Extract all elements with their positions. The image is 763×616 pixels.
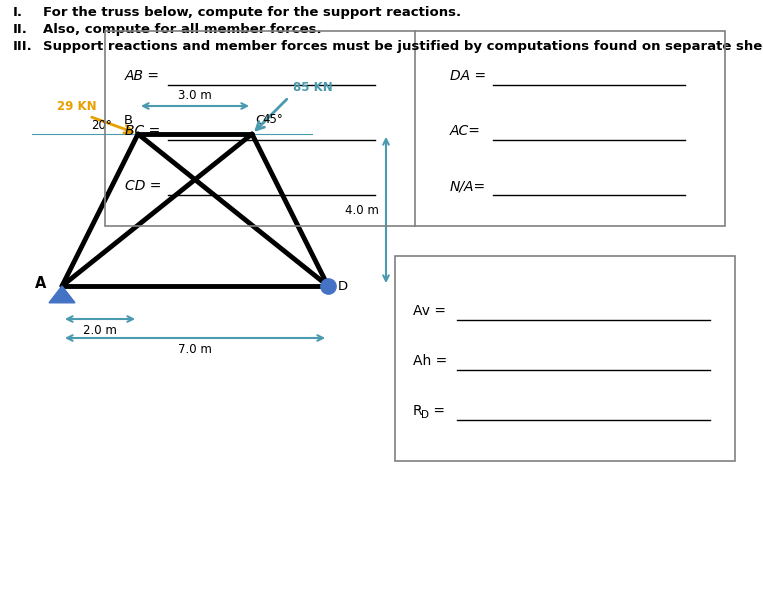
Text: 20°: 20° xyxy=(91,120,112,132)
Bar xyxy=(105,31,725,226)
Text: 29 KN: 29 KN xyxy=(57,100,97,113)
Text: Support reactions and member forces must be justified by computations found on s: Support reactions and member forces must… xyxy=(43,40,763,53)
Text: 45°: 45° xyxy=(262,113,283,126)
Text: AC=: AC= xyxy=(450,124,481,138)
Text: II.: II. xyxy=(13,23,28,36)
Polygon shape xyxy=(49,286,75,303)
Text: 2.0 m: 2.0 m xyxy=(83,324,117,337)
Text: C: C xyxy=(255,114,264,127)
Text: 4.0 m: 4.0 m xyxy=(345,203,379,216)
Text: I.: I. xyxy=(13,6,23,19)
Text: R: R xyxy=(413,404,423,418)
Text: N/A=: N/A= xyxy=(450,179,486,193)
Bar xyxy=(395,256,735,461)
Text: 85 KN: 85 KN xyxy=(293,81,333,94)
Text: D: D xyxy=(421,410,429,420)
Text: Av =: Av = xyxy=(413,304,446,318)
Text: 3.0 m: 3.0 m xyxy=(178,89,212,102)
Text: AB =: AB = xyxy=(125,69,160,83)
Text: Ah =: Ah = xyxy=(413,354,447,368)
Text: B: B xyxy=(124,114,133,127)
Text: III.: III. xyxy=(13,40,33,53)
Text: DA =: DA = xyxy=(450,69,486,83)
Text: 7.0 m: 7.0 m xyxy=(178,343,212,356)
Text: =: = xyxy=(429,404,445,418)
Text: Also, compute for all member forces.: Also, compute for all member forces. xyxy=(43,23,322,36)
Text: D: D xyxy=(338,280,348,293)
Text: For the truss below, compute for the support reactions.: For the truss below, compute for the sup… xyxy=(43,6,461,19)
Text: CD =: CD = xyxy=(125,179,162,193)
Text: BC =: BC = xyxy=(125,124,160,138)
Text: A: A xyxy=(34,277,46,291)
